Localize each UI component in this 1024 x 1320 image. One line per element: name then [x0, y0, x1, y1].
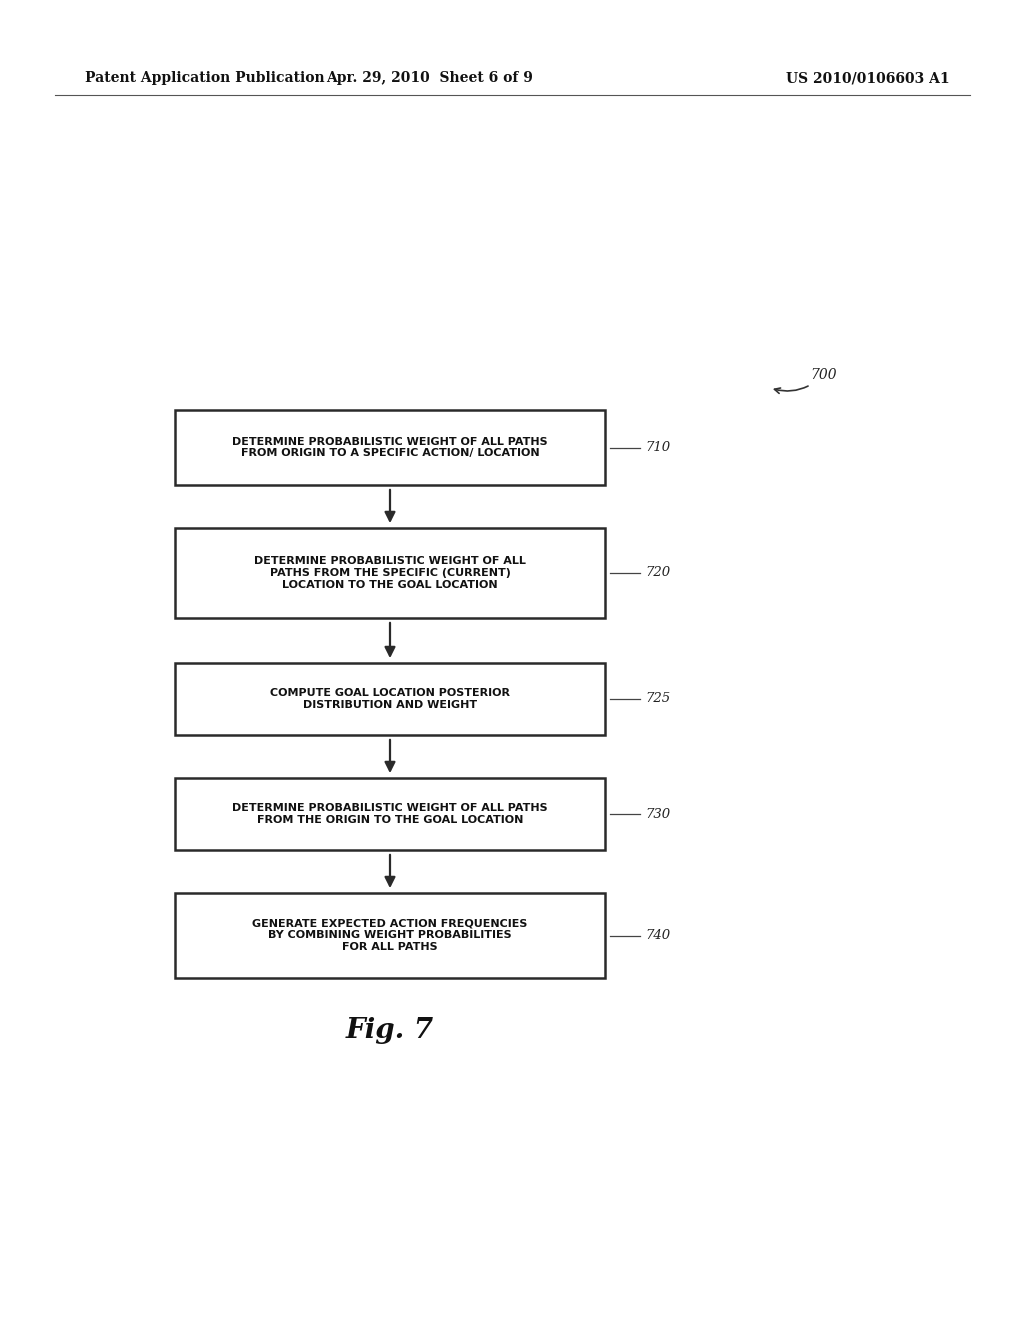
FancyBboxPatch shape [175, 411, 605, 484]
Text: 725: 725 [645, 693, 670, 705]
FancyBboxPatch shape [175, 894, 605, 978]
Text: GENERATE EXPECTED ACTION FREQUENCIES
BY COMBINING WEIGHT PROBABILITIES
FOR ALL P: GENERATE EXPECTED ACTION FREQUENCIES BY … [252, 919, 527, 952]
Text: 720: 720 [645, 566, 670, 579]
Text: 700: 700 [774, 368, 837, 393]
FancyBboxPatch shape [175, 777, 605, 850]
Text: DETERMINE PROBABILISTIC WEIGHT OF ALL PATHS
FROM THE ORIGIN TO THE GOAL LOCATION: DETERMINE PROBABILISTIC WEIGHT OF ALL PA… [232, 803, 548, 825]
Text: DETERMINE PROBABILISTIC WEIGHT OF ALL
PATHS FROM THE SPECIFIC (CURRENT)
LOCATION: DETERMINE PROBABILISTIC WEIGHT OF ALL PA… [254, 557, 526, 590]
Text: Apr. 29, 2010  Sheet 6 of 9: Apr. 29, 2010 Sheet 6 of 9 [327, 71, 534, 84]
Text: US 2010/0106603 A1: US 2010/0106603 A1 [786, 71, 950, 84]
FancyBboxPatch shape [175, 663, 605, 735]
Text: DETERMINE PROBABILISTIC WEIGHT OF ALL PATHS
FROM ORIGIN TO A SPECIFIC ACTION/ LO: DETERMINE PROBABILISTIC WEIGHT OF ALL PA… [232, 437, 548, 458]
Text: COMPUTE GOAL LOCATION POSTERIOR
DISTRIBUTION AND WEIGHT: COMPUTE GOAL LOCATION POSTERIOR DISTRIBU… [270, 688, 510, 710]
Text: 730: 730 [645, 808, 670, 821]
Text: Patent Application Publication: Patent Application Publication [85, 71, 325, 84]
FancyBboxPatch shape [175, 528, 605, 618]
Text: 740: 740 [645, 929, 670, 942]
Text: 710: 710 [645, 441, 670, 454]
Text: Fig. 7: Fig. 7 [346, 1016, 434, 1044]
